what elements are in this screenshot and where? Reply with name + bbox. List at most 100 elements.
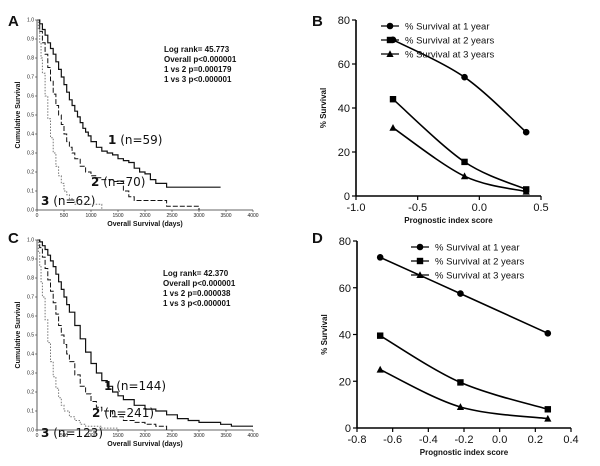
legend-marker-triangle bbox=[416, 271, 424, 278]
x-tick-label: -0.6 bbox=[383, 434, 402, 446]
stat-line: 1 vs 2 p=0.000038 bbox=[163, 289, 231, 298]
y-tick-label: 0.6 bbox=[27, 314, 34, 320]
data-point-square bbox=[457, 379, 464, 386]
x-tick-label: 2000 bbox=[139, 213, 150, 219]
y-tick-label: 0.9 bbox=[27, 257, 34, 263]
y-tick-label: 0.2 bbox=[27, 170, 34, 176]
km-curve-group-3 bbox=[37, 19, 103, 210]
km-curve-group-1 bbox=[37, 19, 221, 188]
legend-marker-circle bbox=[386, 22, 394, 30]
panel-b-line-plot: B % Survival Prognostic index score 0 20 4… bbox=[312, 13, 549, 225]
km-curve-group-2 bbox=[37, 19, 200, 210]
x-tick-label: 2500 bbox=[166, 213, 177, 219]
y-tick-label: 80 bbox=[339, 236, 351, 248]
panel-c-y-axis-label: Cumulative Survival bbox=[15, 301, 22, 368]
data-point-square bbox=[376, 332, 384, 339]
x-tick-label: 0 bbox=[36, 433, 39, 439]
y-tick-label: 0.8 bbox=[27, 56, 34, 62]
x-tick-label: 0.5 bbox=[533, 202, 548, 214]
x-tick-label: 1500 bbox=[112, 213, 123, 219]
y-tick-label: 0.3 bbox=[27, 151, 34, 157]
legend-label: % Survival at 2 years bbox=[405, 36, 494, 47]
x-tick-label: 1500 bbox=[112, 433, 123, 439]
y-tick-label: 40 bbox=[338, 103, 350, 115]
y-tick-label: 0.0 bbox=[27, 428, 34, 434]
x-tick-label: -1.0 bbox=[347, 202, 366, 214]
legend-marker-square bbox=[386, 36, 394, 44]
panel-a-stats: Log rank= 45.773 Overall p<0.000001 1 vs… bbox=[164, 45, 237, 84]
stat-line: Overall p<0.000001 bbox=[164, 55, 237, 64]
data-point-circle bbox=[457, 290, 464, 297]
y-tick-label: 0.5 bbox=[27, 113, 34, 119]
legend-label: % Survival at 1 year bbox=[405, 22, 489, 33]
y-tick-label: 40 bbox=[339, 330, 351, 342]
legend-label: % Survival at 1 year bbox=[435, 243, 519, 254]
x-tick-label: -0.4 bbox=[419, 434, 438, 446]
y-tick-label: 0.4 bbox=[27, 352, 34, 358]
x-tick-label: -0.8 bbox=[348, 434, 367, 446]
panel-c-stats: Log rank= 42.370 Overall p<0.000001 1 vs… bbox=[163, 269, 236, 308]
data-point-circle bbox=[461, 73, 468, 81]
panel-label-d: D bbox=[312, 230, 323, 247]
data-point-circle bbox=[376, 254, 384, 261]
x-tick-label: 0.0 bbox=[492, 434, 507, 446]
y-tick-label: 0.3 bbox=[27, 371, 34, 377]
y-tick-label: 0.4 bbox=[27, 132, 34, 138]
panel-a-km-plot: A Cumulative Survival Overall Survival (… bbox=[8, 13, 259, 228]
panel-d-y-axis-label: % Survival bbox=[320, 314, 329, 354]
y-tick-label: 0.0 bbox=[27, 208, 34, 214]
y-tick-label: 0.6 bbox=[27, 94, 34, 100]
series-line-1 bbox=[379, 256, 549, 335]
x-tick-label: -0.2 bbox=[455, 434, 474, 446]
panel-a-y-axis-label: Cumulative Survival bbox=[15, 81, 22, 148]
legend-marker-triangle bbox=[386, 50, 394, 57]
y-tick-label: 0.8 bbox=[27, 276, 34, 282]
panel-d-x-axis-label: Prognostic index score bbox=[420, 448, 509, 457]
y-tick-label: 0.7 bbox=[27, 295, 34, 301]
legend-label: % Survival at 3 years bbox=[405, 50, 494, 61]
x-tick-label: 3000 bbox=[193, 433, 204, 439]
group-label-3: 3 (n=123) bbox=[41, 426, 103, 440]
y-tick-label: 0.2 bbox=[27, 390, 34, 396]
panel-b-x-axis-label: Prognostic index score bbox=[404, 216, 493, 225]
x-tick-label: 1000 bbox=[85, 213, 96, 219]
data-point-square bbox=[389, 96, 397, 103]
x-tick-label: -0.5 bbox=[408, 202, 427, 214]
x-tick-label: 0 bbox=[36, 213, 39, 219]
y-tick-label: 0.9 bbox=[27, 37, 34, 43]
data-point-triangle bbox=[460, 172, 469, 180]
x-tick-label: 2500 bbox=[166, 433, 177, 439]
series-line-3 bbox=[379, 368, 548, 420]
x-tick-label: 1000 bbox=[85, 433, 96, 439]
y-tick-label: 0 bbox=[344, 191, 350, 203]
group-label-3: 3 (n=62) bbox=[41, 194, 95, 208]
x-tick-label: 4000 bbox=[247, 433, 258, 439]
panel-label-b: B bbox=[312, 13, 323, 30]
stat-line: Log rank= 42.370 bbox=[163, 269, 229, 278]
panel-b-y-axis-label: % Survival bbox=[319, 88, 328, 128]
group-label-2: 2 (n=70) bbox=[91, 175, 145, 189]
y-tick-label: 0.1 bbox=[27, 189, 34, 195]
panel-label-c: C bbox=[8, 230, 19, 247]
data-point-triangle bbox=[522, 187, 530, 195]
panel-a-x-axis-label: Overall Survival (days) bbox=[107, 221, 182, 228]
data-point-triangle bbox=[544, 414, 552, 422]
y-tick-label: 1.0 bbox=[27, 18, 34, 24]
data-point-triangle bbox=[376, 365, 384, 373]
panel-c-km-plot: C Cumulative Survival Overall Survival (… bbox=[8, 230, 259, 448]
data-point-triangle bbox=[456, 403, 465, 410]
y-tick-label: 60 bbox=[339, 283, 351, 295]
stat-line: Log rank= 45.773 bbox=[164, 45, 230, 54]
data-point-circle bbox=[522, 128, 530, 136]
group-label-1: 1 (n=144) bbox=[104, 379, 166, 393]
y-tick-label: 0 bbox=[345, 423, 351, 435]
stat-line: Overall p<0.000001 bbox=[163, 279, 236, 288]
y-tick-label: 20 bbox=[339, 376, 351, 388]
x-tick-label: 0.4 bbox=[563, 434, 578, 446]
x-tick-label: 3000 bbox=[193, 213, 204, 219]
data-point-triangle bbox=[389, 124, 397, 131]
group-label-1: 1 (n=59) bbox=[108, 133, 162, 147]
y-tick-label: 1.0 bbox=[27, 238, 34, 244]
x-tick-label: 3500 bbox=[220, 433, 231, 439]
